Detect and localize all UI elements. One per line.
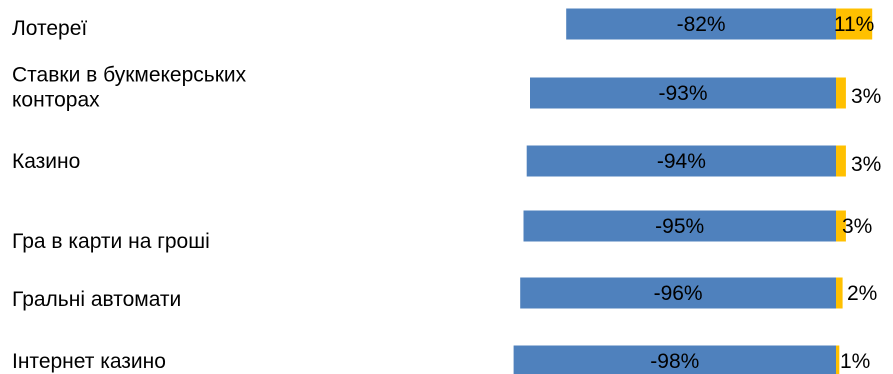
negative-bar [513,345,836,374]
category-label: Гра в карти на гроші [12,230,210,253]
negative-bar [566,8,836,40]
negative-bar [530,77,836,109]
negative-bar [523,210,837,242]
category-label: Інтернет казино [12,350,166,373]
positive-bar [836,77,846,109]
negative-data-label: -94% [657,150,706,173]
negative-data-label: -98% [650,350,699,373]
positive-bar [836,145,846,177]
positive-bar [836,8,873,40]
positive-data-label: 3% [851,85,881,108]
positive-data-label: 2% [847,282,877,305]
positive-bar [836,210,846,242]
category-label: Казино [12,150,80,173]
positive-data-label: 11% [834,13,874,36]
positive-bar [836,277,843,309]
negative-data-label: -93% [658,82,707,105]
positive-bar [836,345,840,374]
category-label: Лотереї [12,17,87,40]
positive-data-label: 3% [842,215,872,238]
category-label: Гральні автомати [12,288,181,311]
category-label: конторах [12,89,100,112]
negative-bar [520,277,836,309]
negative-data-label: -82% [677,13,726,36]
negative-data-label: -96% [654,282,703,305]
negative-bar [526,145,836,177]
category-label: Ставки в букмекерських [12,64,247,87]
positive-data-label: 1% [840,350,870,373]
positive-data-label: 3% [851,153,881,176]
negative-data-label: -95% [655,215,704,238]
